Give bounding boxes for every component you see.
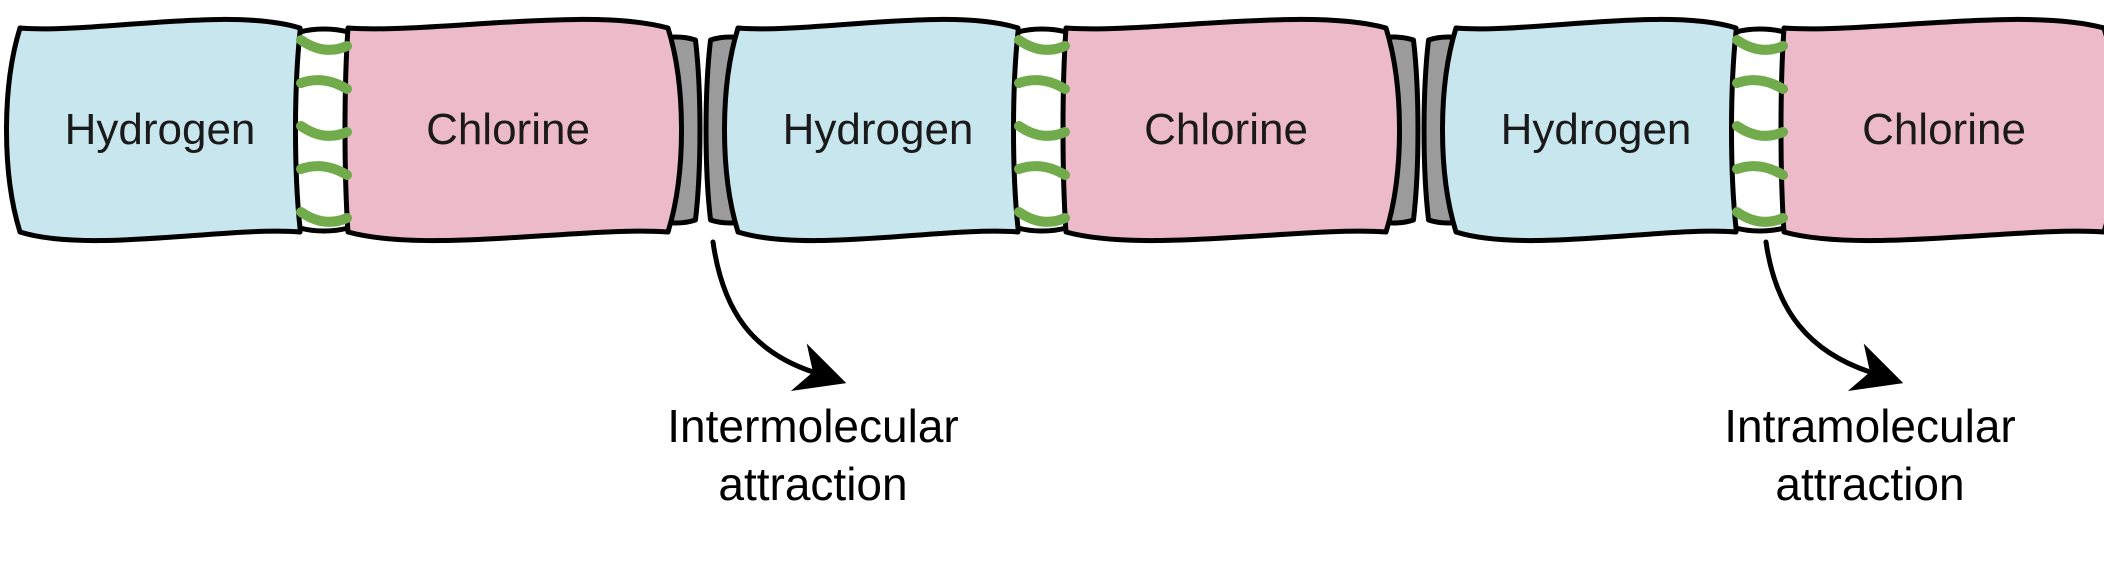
molecule: Hydrogen Chlorine	[1443, 19, 2104, 240]
intramolecular-annotation-line1: Intramolecular	[1724, 400, 2015, 452]
chlorine-label: Chlorine	[1144, 105, 1308, 154]
hydrogen-label: Hydrogen	[1501, 105, 1692, 154]
intramolecular-arrow	[1766, 242, 1870, 372]
chlorine-label: Chlorine	[426, 105, 590, 154]
hydrogen-label: Hydrogen	[65, 105, 256, 154]
intermolecular-annotation-line1: Intermolecular	[667, 400, 958, 452]
molecule: Hydrogen Chlorine	[7, 19, 682, 240]
intramolecular-annotation-line2: attraction	[1775, 458, 1964, 510]
hydrogen-label: Hydrogen	[783, 105, 974, 154]
molecule: Hydrogen Chlorine	[725, 19, 1400, 240]
intermolecular-annotation-line2: attraction	[718, 458, 907, 510]
molecule-layer: HydrogenChlorineHydrogenChlorineHydrogen…	[7, 19, 2104, 240]
intermolecular-arrow	[713, 242, 813, 372]
chlorine-label: Chlorine	[1862, 105, 2026, 154]
